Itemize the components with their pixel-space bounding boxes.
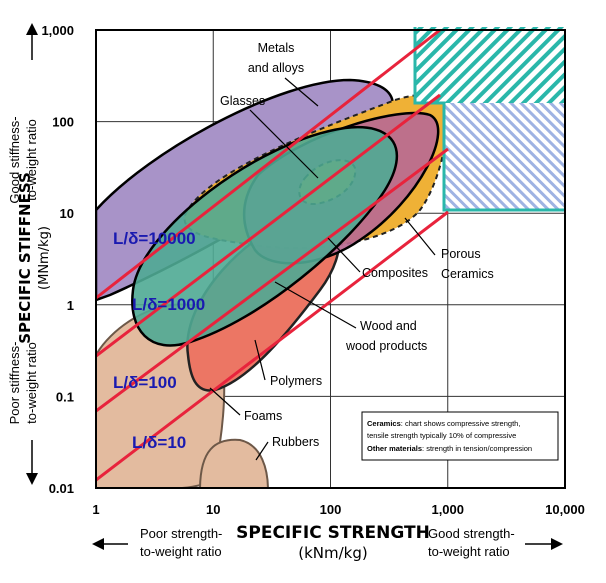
- rubbers-envelope: [199, 438, 269, 488]
- label-rubbers: Rubbers: [272, 435, 319, 449]
- label-porous-line1: Porous: [441, 247, 481, 261]
- target-region-dark-hatch: [415, 27, 565, 103]
- x-note-left-2: to-weight ratio: [140, 544, 222, 559]
- note-line-2: tensile strength typically 10% of compre…: [367, 431, 516, 440]
- x-note-left-1: Poor strength-: [140, 526, 222, 541]
- label-composites: Composites: [362, 266, 428, 280]
- y-tick-labels: 0.01 0.1 1 10 100 1,000: [41, 23, 74, 496]
- wood-envelope: [131, 125, 399, 347]
- plot-frame: [95, 29, 566, 489]
- guide-lines: [96, 30, 449, 482]
- x-note-right-1: Good strength-: [428, 526, 515, 541]
- leader-lines: [209, 77, 436, 461]
- material-envelopes: [96, 78, 450, 488]
- target-region-light-hatch: [444, 103, 565, 210]
- y-axis-label: SPECIFIC STIFFNESS: [16, 172, 34, 344]
- x-tick-label: 100: [320, 502, 342, 517]
- y-tick-label: 0.1: [56, 389, 74, 404]
- guide-label-10: L/δ=10: [132, 433, 186, 452]
- y-note-bottom-1: Poor stiffness-: [7, 342, 22, 425]
- label-wood-line1: Wood and: [360, 319, 417, 333]
- guide-label-100: L/δ=100: [113, 373, 177, 392]
- label-metals-line2: and alloys: [248, 61, 304, 75]
- guide-line-10000: [96, 30, 441, 300]
- y-tick-label: 10: [60, 206, 74, 221]
- note-line-1: Ceramics: chart shows compressive streng…: [367, 419, 520, 428]
- y-tick-label: 100: [52, 115, 74, 130]
- y-axis-unit: (MNm/kg): [37, 226, 52, 290]
- guide-line-100: [96, 147, 449, 413]
- x-tick-label: 10: [206, 502, 220, 517]
- x-axis-unit: (kNm/kg): [298, 544, 368, 562]
- y-note-top-1: Good stiffness-: [7, 116, 22, 203]
- y-tick-label: 1,000: [41, 23, 74, 38]
- label-porous-line2: Ceramics: [441, 267, 494, 281]
- note-box: [361, 411, 559, 461]
- x-tick-label: 1: [92, 502, 99, 517]
- x-tick-label: 10,000: [545, 502, 585, 517]
- direction-arrows: [26, 23, 563, 550]
- y-note-bottom-2: to-weight ratio: [24, 342, 39, 424]
- x-note-right-2: to-weight ratio: [428, 544, 510, 559]
- y-tick-label: 0.01: [49, 481, 74, 496]
- y-note-top-2: to-weight ratio: [24, 119, 39, 201]
- guide-line-10: [96, 210, 449, 482]
- x-tick-label: 1,000: [431, 502, 464, 517]
- target-region-border: [413, 27, 565, 212]
- x-tick-labels: 1 10 100 1,000 10,000: [92, 502, 585, 517]
- label-foams: Foams: [244, 409, 282, 423]
- guide-label-1000: L/δ=1000: [132, 295, 205, 314]
- label-metals-line1: Metals: [258, 41, 295, 55]
- guide-line-1000: [96, 93, 441, 358]
- label-polymers: Polymers: [270, 374, 322, 388]
- guide-label-10000: L/δ=10000: [113, 229, 196, 248]
- x-axis-label: SPECIFIC STRENGTH: [236, 523, 430, 543]
- label-wood-line2: wood products: [345, 339, 427, 353]
- note-line-3: Other materials: strength in tension/com…: [367, 444, 532, 453]
- label-glasses: Glasses: [220, 94, 265, 108]
- y-tick-label: 1: [67, 298, 74, 313]
